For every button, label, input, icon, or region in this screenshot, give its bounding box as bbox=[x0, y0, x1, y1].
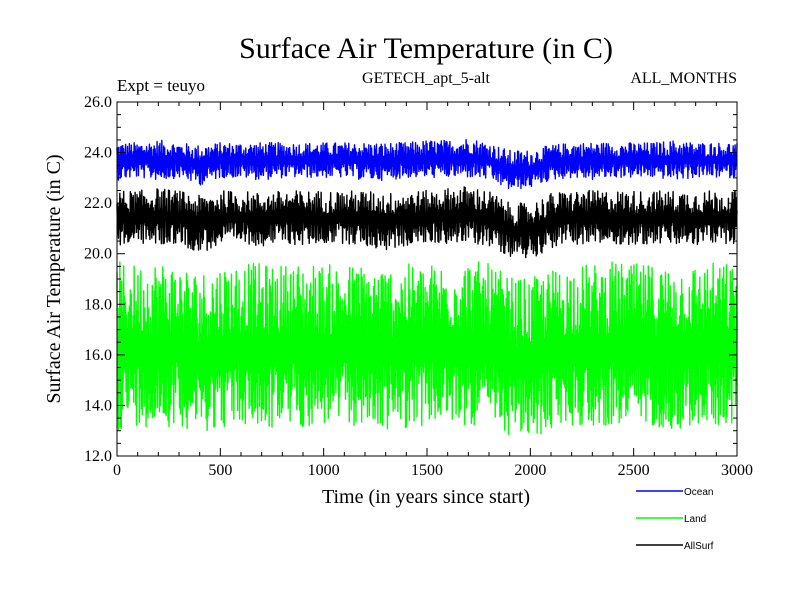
x-tick-label: 1500 bbox=[411, 462, 443, 479]
y-tick-label: 16.0 bbox=[84, 347, 112, 364]
months-label: ALL_MONTHS bbox=[630, 70, 737, 87]
legend-label-ocean: Ocean bbox=[684, 487, 713, 498]
x-tick-label: 0 bbox=[113, 462, 121, 479]
legend: Ocean Land AllSurf bbox=[636, 487, 714, 552]
y-axis: 12.0 14.0 16.0 18.0 20.0 22.0 24.0 26.0 bbox=[84, 94, 737, 465]
x-tick-label: 500 bbox=[208, 462, 232, 479]
y-tick-label: 22.0 bbox=[84, 195, 112, 212]
y-tick-label: 26.0 bbox=[84, 94, 112, 111]
x-tick-label: 1000 bbox=[308, 462, 340, 479]
x-axis: 0 500 1000 1500 2000 2500 3000 bbox=[113, 102, 753, 479]
y-axis-label: Surface Air Temperature (in C) bbox=[43, 154, 65, 403]
plot-data bbox=[116, 138, 738, 436]
y-tick-label: 12.0 bbox=[84, 448, 112, 465]
x-axis-label: Time (in years since start) bbox=[322, 486, 530, 508]
series-land-line bbox=[116, 261, 738, 436]
chart-title: Surface Air Temperature (in C) bbox=[239, 32, 613, 65]
legend-label-land: Land bbox=[684, 514, 706, 525]
x-tick-label: 3000 bbox=[721, 462, 753, 479]
y-tick-label: 20.0 bbox=[84, 246, 112, 263]
series-allsurf-line bbox=[116, 186, 738, 259]
legend-label-allsurf: AllSurf bbox=[684, 541, 714, 552]
x-tick-label: 2500 bbox=[618, 462, 650, 479]
y-tick-label: 24.0 bbox=[84, 145, 112, 162]
x-tick-label: 2000 bbox=[514, 462, 546, 479]
y-tick-label: 18.0 bbox=[84, 296, 112, 313]
series-ocean-line bbox=[116, 138, 738, 190]
y-tick-label: 14.0 bbox=[84, 397, 112, 414]
experiment-label: Expt = teuyo bbox=[117, 76, 205, 95]
chart-subtitle: GETECH_apt_5-alt bbox=[362, 70, 491, 87]
